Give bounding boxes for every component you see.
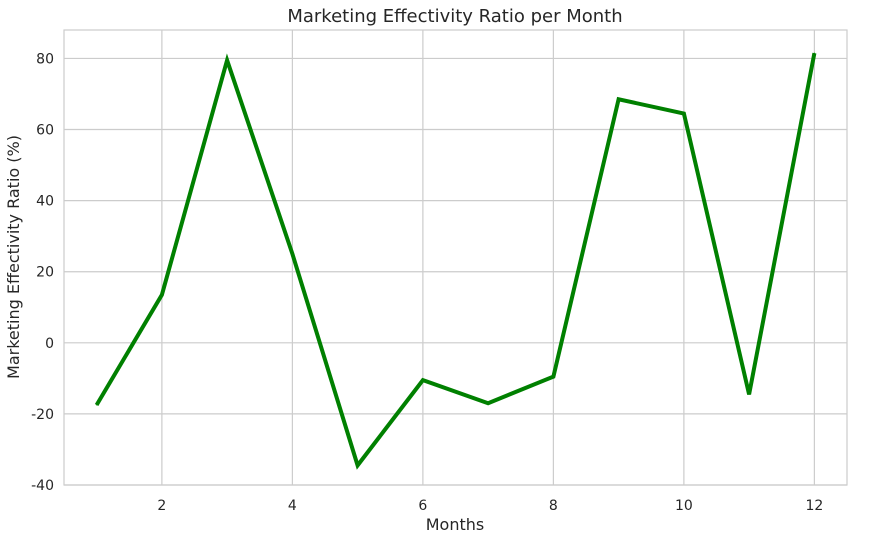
data-point (683, 113, 685, 115)
plot-area (63, 29, 848, 486)
chart-title: Marketing Effectivity Ratio per Month (287, 6, 622, 27)
y-tick-label: -20 (31, 407, 54, 423)
data-point (552, 376, 554, 378)
x-tick-label: 2 (157, 498, 166, 514)
data-point (618, 98, 620, 100)
y-axis-ticks: -40 -20 0 20 40 60 80 (31, 51, 54, 494)
y-tick-label: 80 (36, 51, 54, 67)
data-point (161, 294, 163, 296)
grid (64, 30, 847, 486)
x-axis-ticks: 2 4 6 8 10 12 (157, 498, 823, 514)
x-tick-label: 12 (805, 498, 823, 514)
y-axis-label: Marketing Effectivity Ratio (%) (4, 135, 23, 379)
data-point (813, 52, 815, 54)
data-point (487, 402, 489, 404)
x-tick-label: 6 (418, 498, 427, 514)
y-tick-label: 20 (36, 265, 54, 281)
y-tick-label: 60 (36, 123, 54, 139)
y-tick-label: 40 (36, 194, 54, 210)
x-tick-label: 10 (675, 498, 693, 514)
data-point (422, 379, 424, 381)
series-layer (94, 52, 817, 470)
x-tick-label: 4 (288, 498, 297, 514)
x-axis-label: Months (426, 515, 484, 534)
x-tick-label: 8 (549, 498, 558, 514)
y-tick-label: 0 (45, 336, 54, 352)
y-tick-label: -40 (31, 478, 54, 494)
series-line (94, 52, 817, 470)
data-point (226, 59, 228, 61)
data-point (748, 393, 750, 395)
data-point (96, 404, 98, 406)
data-point (291, 253, 293, 255)
data-point (357, 464, 359, 466)
